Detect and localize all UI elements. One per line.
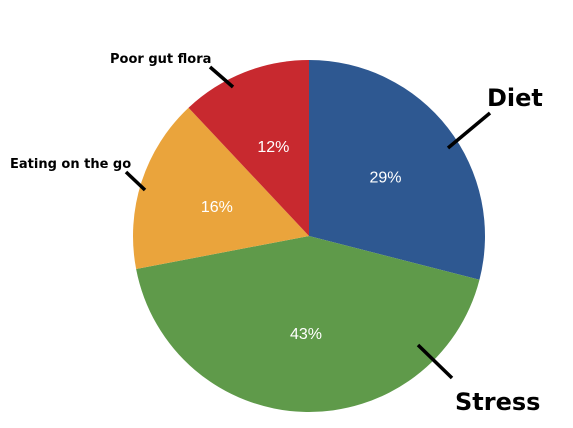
category-label-stress: Stress xyxy=(455,388,540,416)
category-label-eating-on-the-go: Eating on the go xyxy=(10,157,131,172)
pie-slice-stress xyxy=(136,236,480,412)
leader-line-poor-gut-flora xyxy=(208,65,235,89)
value-label-poor-gut-flora: 12% xyxy=(257,139,289,156)
category-labels: Diet Stress Eating on the go Poor gut flora xyxy=(10,52,543,416)
pie-slices xyxy=(133,60,485,412)
leader-line-diet xyxy=(446,111,492,150)
value-label-stress: 43% xyxy=(290,326,322,343)
leader-lines xyxy=(124,65,492,380)
leader-line-stress xyxy=(416,343,454,380)
pie-slice-diet xyxy=(309,60,485,280)
category-label-diet: Diet xyxy=(487,84,543,112)
category-label-poor-gut-flora: Poor gut flora xyxy=(110,52,211,67)
leader-line-eating-on-the-go xyxy=(124,170,147,192)
pie-slice-eating-on-the-go xyxy=(133,107,309,269)
value-label-eating-on-the-go: 16% xyxy=(201,199,233,216)
slice-value-labels: 29% 43% 16% 12% xyxy=(201,139,402,343)
pie-slice-poor-gut-flora xyxy=(188,60,309,236)
value-label-diet: 29% xyxy=(369,170,401,187)
